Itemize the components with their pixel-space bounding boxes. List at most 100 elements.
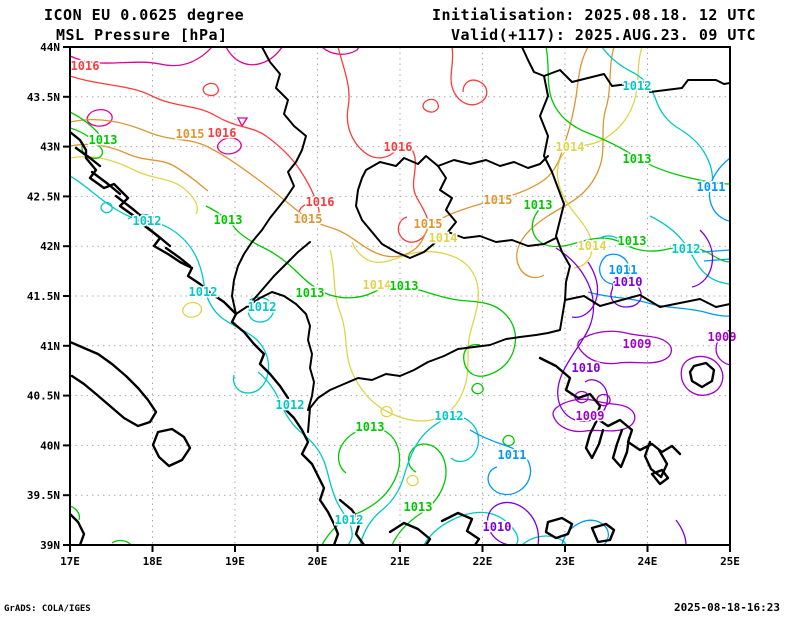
isobar-1009 (715, 329, 730, 366)
isobar-value-label: 1012 (623, 79, 652, 93)
grads-credit: GrADS: COLA/IGES (4, 604, 91, 614)
isobar-value-label: 1014 (578, 239, 607, 253)
isobar-1014 (182, 301, 203, 318)
isobar-1017 (321, 47, 360, 55)
y-tick-label: 39.5N (27, 489, 60, 502)
geography (70, 47, 730, 545)
coastline-islands (74, 146, 192, 268)
isobar-value-label: 1015 (176, 127, 205, 141)
isobar-value-label: 1013 (296, 286, 325, 300)
x-tick-label: 22E (473, 555, 493, 568)
isobar-1011 (703, 258, 730, 262)
isobar-value-label: 1010 (483, 520, 512, 534)
y-tick-label: 44N (40, 41, 60, 54)
isobar-value-label: 1016 (71, 59, 100, 73)
isobar-1012 (599, 235, 623, 244)
isobar-1013 (502, 434, 515, 447)
coastline-chalkidiki (538, 356, 682, 479)
isobar-1015 (70, 143, 209, 192)
isobar-1009 (680, 355, 724, 396)
isobar-value-label: 1014 (556, 140, 585, 154)
isobar-value-label: 1015 (414, 217, 443, 231)
isobar-1010 (555, 247, 609, 423)
isobar-1011 (708, 157, 730, 222)
isobar-1012 (601, 47, 714, 187)
border-bulgaria-greece (564, 294, 730, 308)
isobar-1014 (329, 241, 480, 422)
border-serbia-bulgaria (539, 75, 571, 301)
isobar-value-label: 1015 (484, 193, 513, 207)
isobar-1013 (70, 505, 81, 521)
border-macedonia-north (447, 231, 557, 247)
isobar-1011 (701, 249, 730, 253)
isobar-value-label: 1015 (294, 212, 323, 226)
y-tick-label: 41.5N (27, 290, 60, 303)
isobar-1014 (406, 474, 419, 487)
isobar-1013 (545, 47, 730, 185)
isobar-1013 (471, 382, 484, 395)
creation-timestamp: 2025-08-18-16:23 (674, 601, 780, 614)
isobar-value-label: 1016 (306, 195, 335, 209)
isobar-value-label: 1009 (708, 330, 737, 344)
isobar-1017 (70, 47, 213, 67)
coastline-italy (70, 340, 158, 545)
isobar-value-label: 1012 (435, 409, 464, 423)
isobar-1010 (571, 261, 599, 318)
isobar-value-label: 1013 (524, 198, 553, 212)
border-montenegro-albania (235, 241, 315, 411)
isobar-value-label: 1012 (189, 285, 218, 299)
isobar-1014 (70, 156, 198, 215)
y-tick-label: 42N (40, 240, 60, 253)
isobar-1011 (598, 253, 630, 285)
isobar-1013 (321, 427, 401, 545)
isobar-value-label: 1013 (390, 279, 419, 293)
isobar-1013 (70, 111, 100, 135)
border-macedonia-greece (307, 299, 566, 433)
isobar-value-label: 1016 (384, 140, 413, 154)
isobar-1016 (422, 98, 439, 113)
border-bosnia-serbia (231, 47, 307, 315)
x-tick-label: 25E (720, 555, 740, 568)
isobar-value-label: 1012 (248, 300, 277, 314)
isobar-1013 (111, 539, 132, 545)
isobar-1014 (380, 405, 393, 418)
isobar-1012 (257, 371, 353, 545)
isobar-1017 (86, 109, 113, 127)
isobar-value-label: 1012 (133, 214, 162, 228)
isobar-1010 (610, 279, 642, 308)
isobar-value-label: 1011 (609, 263, 638, 277)
isobar-value-label: 1012 (276, 398, 305, 412)
y-tick-label: 39N (40, 539, 60, 552)
coastline-athos-island (688, 361, 716, 389)
isobar-1017 (216, 137, 242, 155)
isobar-value-label: 1016 (208, 126, 237, 140)
isobar-1009 (574, 390, 589, 404)
isobar-value-label: 1014 (429, 231, 458, 245)
isobar-value-label: 1013 (618, 234, 647, 248)
isobar-value-label: 1010 (572, 361, 601, 375)
isobar-1016 (337, 47, 429, 243)
y-tick-label: 43N (40, 141, 60, 154)
border-serbia-east (437, 155, 549, 169)
isobar-1015 (70, 47, 589, 258)
isobar-1014 (556, 47, 643, 269)
isobar-1016 (202, 82, 220, 97)
isobar-value-label: 1014 (363, 278, 392, 292)
y-tick-label: 40.5N (27, 390, 60, 403)
x-tick-label: 19E (225, 555, 245, 568)
x-tick-label: 24E (638, 555, 658, 568)
axes: 17E 18E 19E 20E 21E 22E 23E 24E 25E 39N 39.5N 40N 40… (27, 41, 740, 568)
model-title: ICON EU 0.0625 degree (44, 6, 245, 24)
isobar-1012 (247, 296, 274, 323)
isobar-1016 (450, 47, 488, 106)
isobar-1012 (423, 511, 519, 545)
x-tick-label: 17E (60, 555, 80, 568)
x-tick-label: 20E (308, 555, 328, 568)
plot-frame (69, 46, 731, 546)
isobar-value-label: 1013 (89, 133, 118, 147)
isobar-1017 (225, 47, 283, 66)
isobar-value-label: 1009 (623, 337, 652, 351)
isobar-value-label: 1013 (214, 213, 243, 227)
init-time: Initialisation: 2025.08.18. 12 UTC (431, 6, 756, 24)
